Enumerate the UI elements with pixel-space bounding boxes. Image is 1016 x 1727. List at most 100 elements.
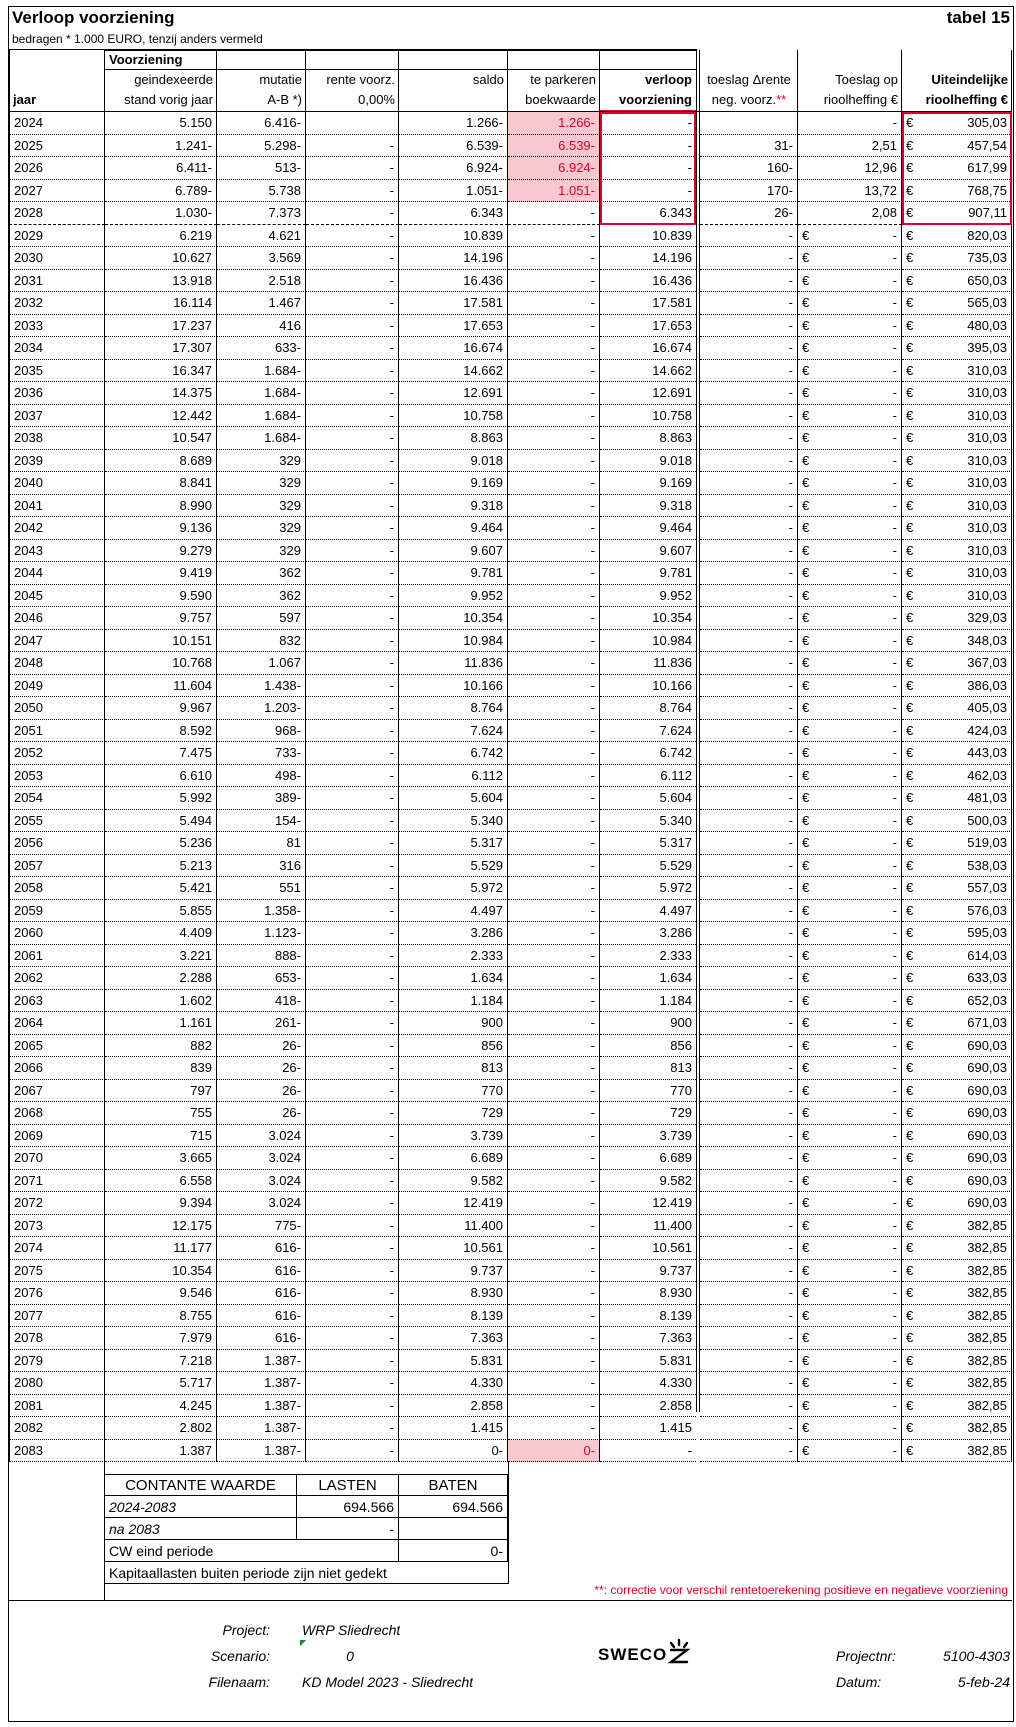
table-cell: 3.221 bbox=[105, 944, 217, 967]
table-cell: 2047 bbox=[9, 629, 105, 652]
currency: € bbox=[802, 1330, 810, 1345]
table-cell: 2.333 bbox=[399, 944, 508, 967]
cell-value: 652,03 bbox=[967, 992, 1007, 1008]
table-cell: 17.653 bbox=[399, 314, 508, 337]
table-cell: 616- bbox=[217, 1282, 306, 1305]
table-cell: €690,03 bbox=[902, 1102, 1012, 1125]
cell-value: - bbox=[892, 317, 897, 333]
cell-value: - bbox=[892, 745, 897, 760]
table-cell: €310,03 bbox=[902, 517, 1012, 540]
table-cell: 10.627 bbox=[105, 247, 217, 270]
cell-value: - bbox=[892, 812, 897, 828]
table-cell: - bbox=[508, 742, 600, 765]
cell-value: - bbox=[892, 655, 897, 670]
table-cell: - bbox=[508, 314, 600, 337]
table-cell: - bbox=[508, 832, 600, 855]
table-cell: 3.739 bbox=[600, 1125, 696, 1147]
table-cell: - bbox=[508, 404, 600, 427]
table-cell: - bbox=[700, 742, 798, 765]
table-cell: 2081 bbox=[9, 1394, 105, 1417]
table-cell: €382,85 bbox=[902, 1304, 1012, 1327]
cell-value: - bbox=[892, 835, 897, 850]
header-cell bbox=[508, 50, 600, 112]
cell-value: 443,03 bbox=[967, 745, 1007, 760]
table-cell: 715 bbox=[105, 1124, 217, 1147]
cell-value: 650,03 bbox=[967, 272, 1007, 288]
table-cell: - bbox=[306, 1259, 399, 1282]
cell-value: 671,03 bbox=[967, 1015, 1007, 1030]
table-cell: 1.438- bbox=[217, 674, 306, 697]
table-cell: - bbox=[508, 269, 600, 292]
table-cell: €735,03 bbox=[902, 247, 1012, 270]
cell-value: 310,03 bbox=[967, 587, 1007, 603]
table-cell: 9.737 bbox=[600, 1260, 696, 1282]
cell-value: 565,03 bbox=[967, 295, 1007, 310]
cell-value: - bbox=[892, 250, 897, 265]
currency: € bbox=[906, 767, 914, 783]
table-cell: 1.684- bbox=[217, 404, 306, 427]
table-cell: 6.742 bbox=[399, 742, 508, 765]
table-cell: €690,03 bbox=[902, 1057, 1012, 1080]
table-cell: - bbox=[306, 787, 399, 810]
table-cell: 9.737 bbox=[399, 1259, 508, 1282]
currency: € bbox=[906, 272, 914, 288]
table-cell: 329 bbox=[217, 494, 306, 517]
currency: € bbox=[802, 1037, 810, 1053]
table-cell: 10.166 bbox=[600, 675, 696, 697]
table-cell: - bbox=[700, 922, 798, 945]
table-cell: - bbox=[700, 1057, 798, 1080]
table-cell: 6.112 bbox=[600, 765, 696, 787]
footer-label: Projectnr: bbox=[836, 1648, 896, 1664]
table-cell: €310,03 bbox=[902, 539, 1012, 562]
table-cell: 1.051- bbox=[508, 179, 600, 202]
table-cell: 6.689 bbox=[399, 1147, 508, 1170]
table-cell: - bbox=[508, 1012, 600, 1035]
table-cell: 8.841 bbox=[105, 472, 217, 495]
table-cell: 5.213 bbox=[105, 854, 217, 877]
table-cell: € - bbox=[798, 562, 902, 585]
currency: € bbox=[802, 1375, 810, 1390]
table-cell: - bbox=[700, 1147, 798, 1170]
table-cell: - bbox=[700, 1192, 798, 1215]
table-cell: 5.604 bbox=[399, 787, 508, 810]
table-cell: 14.662 bbox=[600, 360, 696, 382]
table-cell: - bbox=[306, 1372, 399, 1395]
logo-icon bbox=[667, 1638, 691, 1664]
table-cell: € - bbox=[798, 1214, 902, 1237]
cell-value: - bbox=[892, 1330, 897, 1345]
table-cell: - bbox=[306, 292, 399, 315]
table-cell: €690,03 bbox=[902, 1079, 1012, 1102]
table-cell: 2053 bbox=[9, 764, 105, 787]
cell-value: - bbox=[892, 1195, 897, 1210]
cell-value: - bbox=[892, 880, 897, 895]
currency: € bbox=[802, 452, 810, 468]
table-cell: - bbox=[508, 539, 600, 562]
cell-value: - bbox=[892, 407, 897, 423]
table-cell: 6.539- bbox=[508, 134, 600, 157]
table-cell: 4.497 bbox=[399, 899, 508, 922]
cell-value: 480,03 bbox=[967, 317, 1007, 333]
currency: € bbox=[906, 1307, 914, 1323]
summary-header: LASTEN bbox=[297, 1474, 399, 1496]
group-header: Voorziening bbox=[109, 52, 183, 67]
table-cell: - bbox=[700, 1169, 798, 1192]
header-line1: saldo bbox=[472, 72, 504, 87]
cell-value: 382,85 bbox=[967, 1307, 1007, 1323]
table-cell: 2077 bbox=[9, 1304, 105, 1327]
table-cell: - bbox=[700, 1439, 798, 1462]
table-cell: € - bbox=[798, 832, 902, 855]
currency: € bbox=[802, 812, 810, 828]
table-cell: - bbox=[700, 314, 798, 337]
table-cell: 9.967 bbox=[105, 697, 217, 720]
cell-value: - bbox=[892, 992, 897, 1008]
cell-value: - bbox=[892, 1307, 897, 1323]
table-cell: 8.764 bbox=[399, 697, 508, 720]
table-cell: € - bbox=[798, 584, 902, 607]
table-cell: 2043 bbox=[9, 539, 105, 562]
table-cell: 2046 bbox=[9, 607, 105, 630]
table-cell: 1.415 bbox=[600, 1417, 696, 1440]
currency: € bbox=[802, 857, 810, 873]
table-cell: € - bbox=[798, 1327, 902, 1350]
currency: € bbox=[906, 340, 914, 355]
table-cell: € - bbox=[798, 719, 902, 742]
